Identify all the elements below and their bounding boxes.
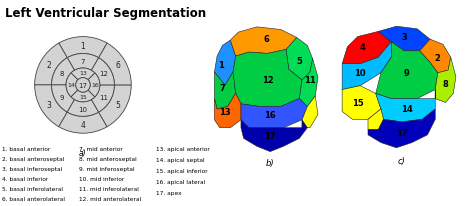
Text: 16: 16 [91,83,99,88]
Text: 14: 14 [67,83,75,88]
Text: 17: 17 [396,128,408,137]
Polygon shape [435,58,456,103]
Text: 11: 11 [304,76,316,85]
Polygon shape [214,94,241,128]
Text: a): a) [79,148,87,157]
Text: 11: 11 [100,95,109,101]
Polygon shape [286,38,313,81]
Text: 16. apical lateral: 16. apical lateral [156,179,205,184]
Text: 11. mid inferolateral: 11. mid inferolateral [79,186,139,191]
Polygon shape [419,40,451,73]
Wedge shape [35,44,67,85]
Text: 7: 7 [219,84,225,93]
Text: 8: 8 [60,70,64,76]
Text: 4: 4 [360,43,366,52]
Text: 5: 5 [296,56,302,65]
Text: 2: 2 [46,61,51,70]
Wedge shape [59,37,107,59]
Text: 17. apex: 17. apex [156,191,182,195]
Polygon shape [241,120,307,152]
Text: Left Ventricular Segmentation: Left Ventricular Segmentation [5,7,206,20]
Text: 10. mid inferior: 10. mid inferior [79,176,124,181]
Wedge shape [71,91,95,102]
Text: 17: 17 [264,132,276,140]
Text: 6: 6 [115,61,120,70]
Polygon shape [376,42,438,99]
Text: 6: 6 [263,35,269,44]
Polygon shape [368,109,435,148]
Wedge shape [71,69,95,80]
Text: 2: 2 [435,54,441,62]
Text: 9. mid inferoseptal: 9. mid inferoseptal [79,166,135,171]
Wedge shape [52,59,74,85]
Wedge shape [35,85,67,127]
Circle shape [76,78,90,93]
Text: 4. basal inferior: 4. basal inferior [2,176,48,181]
Text: 1: 1 [218,60,224,69]
Text: 12. mid anterolateral: 12. mid anterolateral [79,197,141,201]
Text: 10: 10 [355,69,366,78]
Text: 12: 12 [100,70,108,76]
Polygon shape [241,99,307,128]
Text: 14: 14 [401,105,413,114]
Wedge shape [67,100,99,117]
Text: 6. basal anterolateral: 6. basal anterolateral [2,197,65,201]
Text: 13: 13 [79,71,87,76]
Polygon shape [368,109,383,130]
Text: 9: 9 [60,95,64,101]
Wedge shape [52,85,74,112]
Text: 1. basal anterior: 1. basal anterior [2,146,50,151]
Text: 15: 15 [352,98,364,108]
Polygon shape [342,86,381,120]
Wedge shape [99,85,131,127]
Polygon shape [214,73,236,110]
Text: 7. mid anterior: 7. mid anterior [79,146,123,151]
Wedge shape [91,85,114,112]
Text: 14. apical septal: 14. apical septal [156,157,205,162]
Polygon shape [302,96,318,128]
Text: 5. basal inferolateral: 5. basal inferolateral [2,186,63,191]
Text: 3: 3 [401,33,407,42]
Polygon shape [342,42,391,90]
Text: 10: 10 [79,107,87,112]
Text: 5: 5 [115,101,120,110]
Polygon shape [378,27,430,52]
Text: 15: 15 [79,95,87,100]
Polygon shape [342,32,391,64]
Wedge shape [99,44,131,85]
Text: 2. basal anteroseptal: 2. basal anteroseptal [2,156,64,161]
Text: 9: 9 [404,69,410,78]
Text: 15. apical inferior: 15. apical inferior [156,168,208,173]
Text: 7: 7 [81,59,85,64]
Text: 1: 1 [81,41,85,50]
Text: 8: 8 [443,79,448,88]
Wedge shape [88,74,100,97]
Polygon shape [230,28,297,57]
Text: 4: 4 [81,121,85,130]
Text: 8. mid anteroseptal: 8. mid anteroseptal [79,156,137,161]
Wedge shape [91,59,114,85]
Text: 12: 12 [262,76,273,85]
Text: 3. basal inferoseptal: 3. basal inferoseptal [2,166,63,171]
Wedge shape [66,74,78,97]
Text: 3: 3 [46,101,51,110]
Polygon shape [214,41,236,86]
Text: c): c) [398,156,406,165]
Text: b): b) [266,158,274,167]
Wedge shape [59,112,107,133]
Text: 17: 17 [79,83,87,88]
Text: 16: 16 [264,110,276,119]
Polygon shape [376,90,435,122]
Wedge shape [67,54,99,71]
Polygon shape [233,50,302,107]
Polygon shape [300,59,318,107]
Text: 13: 13 [219,108,231,117]
Text: 13. apical anterior: 13. apical anterior [156,146,210,151]
